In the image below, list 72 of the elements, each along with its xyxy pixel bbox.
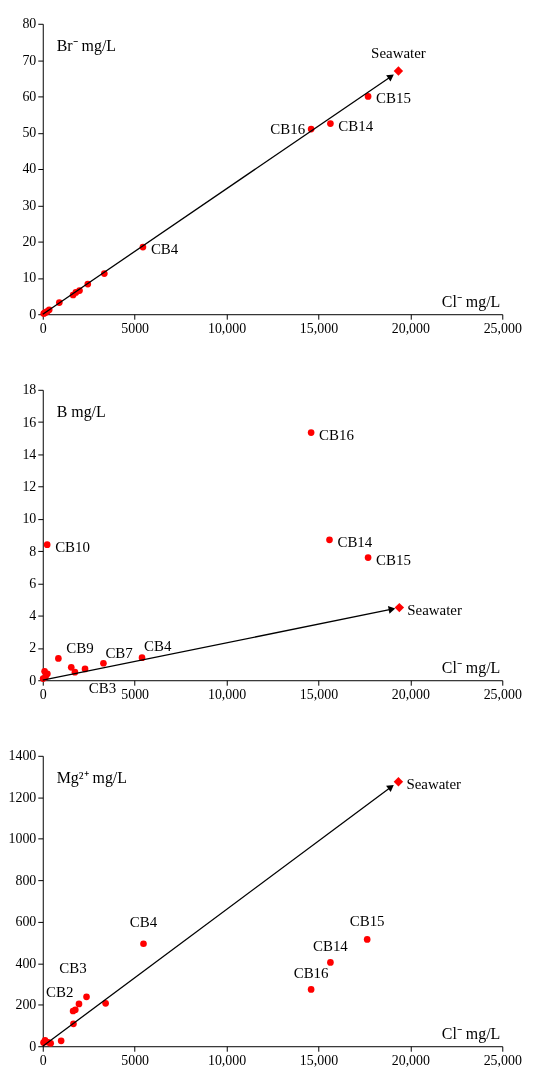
x-tick-label: 0	[39, 1052, 47, 1068]
y-tick-label: 1000	[8, 831, 37, 847]
y-tick-label: 18	[22, 382, 37, 398]
annotation: CB4	[129, 913, 158, 930]
y-tick-label: 0	[29, 306, 37, 322]
annotation: CB15	[376, 90, 411, 107]
x-tick-label: 5000	[121, 1052, 150, 1068]
x-tick-label: 20,000	[391, 320, 431, 336]
x-tick-label: 0	[39, 686, 47, 702]
y-tick-label: 0	[29, 672, 37, 688]
y-tick-label: 4	[29, 608, 37, 624]
annotation: CB4	[144, 637, 172, 654]
annotation: CB15	[376, 551, 411, 568]
y-tick-label: 50	[22, 125, 37, 141]
annotation: CB14	[313, 938, 349, 955]
annotation: CB3	[88, 680, 117, 697]
y-tick-label: 10	[22, 270, 37, 286]
annotation: CB9	[66, 640, 94, 657]
y-tick-label: 20	[22, 234, 37, 250]
annotation: CB16	[270, 121, 306, 138]
annotation: Seawater	[406, 775, 462, 792]
y-tick-label: 60	[22, 88, 37, 104]
annotation: CB4	[150, 241, 179, 258]
x-tick-label: 20,000	[391, 686, 431, 702]
y-tick-label: 200	[15, 997, 37, 1013]
x-tick-label: 25,000	[483, 1052, 522, 1068]
x-tick-label: 10,000	[207, 686, 247, 702]
y-tick-label: 16	[22, 414, 37, 430]
x-axis-title: Cl⁻ mg/L	[441, 293, 501, 312]
annotation: CB16	[293, 965, 330, 982]
annotation: CB7	[105, 645, 134, 662]
x-tick-label: 15,000	[299, 686, 339, 702]
annotation: CB10	[55, 538, 90, 555]
annotation: CB14	[337, 533, 373, 550]
y-tick-label: 8	[29, 543, 37, 559]
x-tick-label: 5000	[121, 686, 150, 702]
y-axis-title: B mg/L	[56, 402, 106, 421]
x-axis-title: Cl⁻ mg/L	[441, 659, 501, 678]
x-tick-label: 10,000	[207, 1052, 247, 1068]
x-tick-label: 25,000	[483, 686, 522, 702]
y-tick-label: 40	[22, 161, 37, 177]
x-tick-label: 0	[39, 320, 47, 336]
annotation: Seawater	[407, 601, 462, 618]
y-tick-label: 400	[15, 955, 37, 971]
annotation: Seawater	[371, 45, 426, 62]
annotation: CB16	[319, 426, 355, 443]
y-tick-label: 600	[15, 914, 37, 930]
x-tick-label: 15,000	[299, 1052, 339, 1068]
annotation: CB15	[349, 913, 385, 930]
x-tick-label: 5000	[121, 320, 150, 336]
x-tick-label: 10,000	[207, 320, 247, 336]
annotation: CB3	[59, 960, 87, 977]
x-tick-label: 25,000	[483, 320, 522, 336]
y-axis-title: Br⁻ mg/L	[56, 36, 117, 55]
x-tick-label: 15,000	[299, 320, 339, 336]
y-tick-label: 1400	[8, 748, 37, 764]
y-tick-label: 10	[22, 511, 37, 527]
y-tick-label: 70	[22, 52, 37, 68]
x-tick-label: 20,000	[391, 1052, 431, 1068]
y-axis-title: Mg²⁺ mg/L	[56, 768, 127, 787]
y-tick-label: 30	[22, 197, 37, 213]
y-tick-label: 2	[29, 640, 37, 656]
y-tick-label: 6	[29, 575, 37, 591]
y-tick-label: 0	[29, 1038, 37, 1054]
annotation: CB14	[338, 117, 374, 134]
y-tick-label: 1200	[8, 789, 37, 805]
y-tick-label: 12	[22, 479, 37, 495]
y-tick-label: 80	[22, 16, 37, 32]
y-tick-label: 800	[15, 872, 37, 888]
y-tick-label: 14	[22, 446, 37, 462]
x-axis-title: Cl⁻ mg/L	[441, 1025, 501, 1044]
annotation: CB2	[46, 984, 74, 1001]
